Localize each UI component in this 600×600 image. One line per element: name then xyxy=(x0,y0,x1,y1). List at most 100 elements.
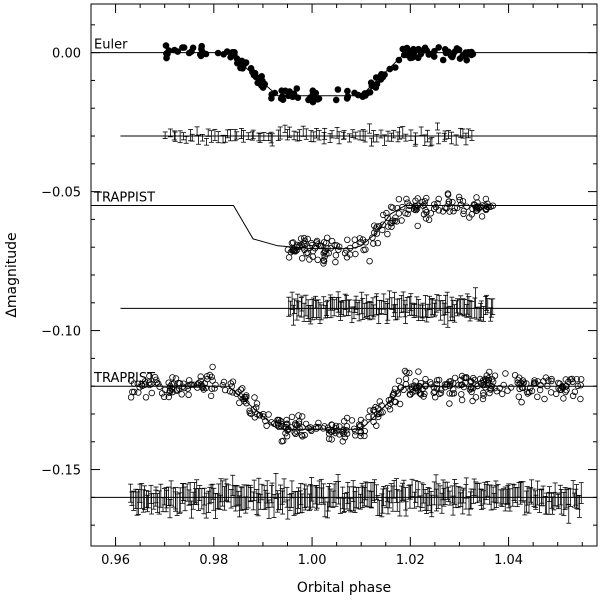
data-point xyxy=(392,214,399,221)
data-point xyxy=(462,379,469,386)
data-point xyxy=(297,235,305,242)
data-point xyxy=(339,438,346,445)
data-point xyxy=(366,89,374,96)
data-point xyxy=(418,391,425,398)
data-point xyxy=(384,230,391,238)
data-point xyxy=(134,380,141,387)
data-point xyxy=(251,69,259,77)
data-point xyxy=(243,400,250,407)
data-point xyxy=(314,256,321,263)
data-point xyxy=(425,51,433,58)
data-point xyxy=(482,375,489,383)
data-point xyxy=(169,388,176,396)
data-point xyxy=(180,44,188,51)
data-point xyxy=(260,410,267,418)
data-point xyxy=(344,87,351,95)
data-point xyxy=(367,79,375,86)
data-point xyxy=(394,204,401,212)
data-point xyxy=(351,425,358,432)
data-point xyxy=(335,246,342,253)
data-point xyxy=(130,388,138,396)
data-point xyxy=(251,394,258,401)
data-point xyxy=(401,367,409,375)
model-line xyxy=(91,205,597,250)
data-point xyxy=(377,74,384,82)
data-point xyxy=(489,202,497,209)
data-point xyxy=(444,381,451,388)
data-point xyxy=(483,372,490,379)
data-point xyxy=(370,407,377,414)
data-point xyxy=(289,93,297,101)
data-point xyxy=(402,375,410,382)
data-point xyxy=(373,422,380,429)
data-point xyxy=(146,381,153,389)
data-point xyxy=(311,244,319,252)
data-point xyxy=(541,395,548,403)
data-point xyxy=(468,388,475,396)
data-point xyxy=(294,94,302,101)
data-point xyxy=(403,44,411,52)
data-point xyxy=(400,51,408,59)
data-point xyxy=(488,382,495,390)
data-point xyxy=(156,383,163,390)
data-point xyxy=(409,389,416,396)
data-point xyxy=(435,44,443,51)
data-point xyxy=(459,52,467,59)
data-point xyxy=(439,56,447,64)
data-point xyxy=(480,392,487,399)
data-point xyxy=(431,201,438,208)
data-point xyxy=(235,388,242,396)
data-point xyxy=(315,423,322,431)
data-point xyxy=(571,388,579,395)
data-point xyxy=(185,377,193,384)
data-point xyxy=(202,384,209,392)
data-point xyxy=(361,427,368,435)
data-point xyxy=(469,205,476,213)
data-point xyxy=(332,252,340,259)
data-point xyxy=(516,374,523,381)
data-point xyxy=(383,209,390,217)
data-point xyxy=(500,381,507,389)
data-point xyxy=(344,94,351,101)
data-point xyxy=(295,412,302,419)
data-point xyxy=(259,77,266,85)
data-point xyxy=(239,385,246,392)
data-point xyxy=(303,250,310,257)
data-point xyxy=(423,194,430,202)
data-point xyxy=(532,380,539,387)
data-point xyxy=(395,210,403,217)
data-point xyxy=(450,386,457,393)
data-point xyxy=(563,382,570,390)
data-point xyxy=(395,377,403,384)
data-point xyxy=(416,382,423,390)
data-point xyxy=(154,380,162,387)
data-point xyxy=(234,59,241,67)
data-point xyxy=(356,421,363,428)
series-label: TRAPPIST xyxy=(93,191,155,206)
data-point xyxy=(307,426,314,433)
data-point xyxy=(165,393,172,401)
data-point xyxy=(246,409,253,417)
data-point xyxy=(197,373,204,380)
data-point xyxy=(376,398,383,405)
data-point xyxy=(280,437,287,445)
data-point xyxy=(436,390,443,397)
data-point xyxy=(138,381,145,388)
x-axis-title: Orbital phase xyxy=(297,580,391,596)
data-point xyxy=(160,393,168,400)
data-point xyxy=(531,377,538,384)
data-point xyxy=(577,395,584,403)
data-point xyxy=(456,196,463,204)
data-point xyxy=(421,198,429,205)
plot-frame xyxy=(90,3,598,547)
data-point xyxy=(454,204,461,212)
data-point xyxy=(198,42,205,50)
data-point xyxy=(141,378,149,385)
data-point xyxy=(283,433,291,440)
data-point xyxy=(343,247,350,254)
data-point xyxy=(392,64,399,71)
data-point xyxy=(479,395,487,403)
data-point xyxy=(279,93,286,100)
data-point xyxy=(422,375,429,383)
data-point xyxy=(362,92,369,99)
